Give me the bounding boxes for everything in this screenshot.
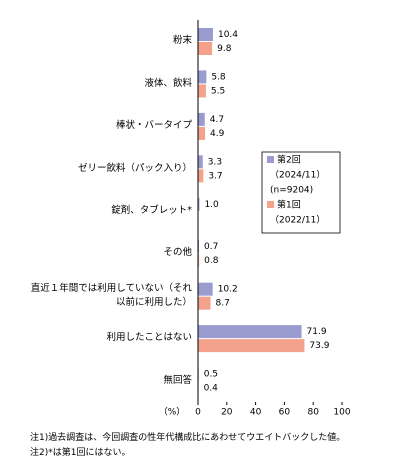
bar xyxy=(198,325,302,339)
legend-note: （2022/11） xyxy=(270,215,325,226)
value-label: 0.5 xyxy=(204,370,218,380)
category-label: 液体、飲料 xyxy=(144,77,192,89)
bar xyxy=(198,282,213,296)
value-label: 9.8 xyxy=(217,44,232,54)
value-label: 71.9 xyxy=(307,327,327,337)
x-tick-label: 100 xyxy=(333,408,350,418)
bar xyxy=(198,42,213,55)
category-label: 錠剤、タブレット* xyxy=(111,205,192,216)
value-label: 0.7 xyxy=(204,242,218,252)
x-tick-label: 60 xyxy=(279,408,291,418)
bar xyxy=(198,296,211,310)
category-label: 無回答 xyxy=(163,374,192,386)
legend-note: （2024/11） xyxy=(270,170,325,181)
category-label: 直近１年間では利用していない（それ以前に利用した） xyxy=(30,282,192,308)
value-label: 0.4 xyxy=(204,384,219,394)
category-label: その他 xyxy=(163,247,192,259)
bar xyxy=(198,28,213,41)
x-tick-label: 0 xyxy=(195,408,201,418)
value-label: 73.9 xyxy=(309,341,329,351)
x-tick-label: 20 xyxy=(221,408,233,418)
category-label: 粉末 xyxy=(172,35,192,47)
x-axis-label: （%） xyxy=(159,407,186,418)
legend-swatch xyxy=(267,201,274,208)
value-label: 1.0 xyxy=(204,200,219,210)
value-label: 4.7 xyxy=(210,115,224,125)
value-label: 5.5 xyxy=(211,86,225,96)
bar xyxy=(198,339,305,353)
legend-box xyxy=(261,151,341,234)
bar xyxy=(198,70,207,84)
bar xyxy=(198,112,205,126)
footnote: 注2)*は第1回にはない。 xyxy=(30,448,131,458)
value-label: 0.8 xyxy=(204,256,219,266)
value-label: 3.3 xyxy=(208,157,222,167)
value-label: 3.7 xyxy=(208,171,222,181)
category-label: 棒状・バータイプ xyxy=(115,120,192,132)
value-label: 8.7 xyxy=(216,299,230,309)
bar xyxy=(198,126,206,140)
bar xyxy=(198,84,206,98)
x-tick-label: 80 xyxy=(307,408,319,418)
value-label: 4.9 xyxy=(210,129,225,139)
category-label: 利用したことはない xyxy=(106,332,192,344)
footnote: 注1)過去調査は、今回調査の性年代構成比にあわせてウエイトバックした値。 xyxy=(30,433,346,443)
bar xyxy=(198,155,203,169)
value-label: 10.2 xyxy=(218,285,238,295)
bar xyxy=(198,197,200,211)
legend-label: 第1回 xyxy=(277,199,301,211)
category-label: ゼリー飲料（パック入り） xyxy=(77,162,192,174)
bar xyxy=(198,240,200,254)
value-label: 10.4 xyxy=(218,30,238,40)
x-tick-label: 40 xyxy=(250,408,262,418)
legend-label: 第2回 xyxy=(277,154,301,166)
value-label: 5.8 xyxy=(211,72,226,82)
bar xyxy=(198,169,204,183)
legend-swatch xyxy=(267,156,274,163)
legend-note: (n=9204) xyxy=(270,186,313,196)
bar xyxy=(198,254,200,268)
